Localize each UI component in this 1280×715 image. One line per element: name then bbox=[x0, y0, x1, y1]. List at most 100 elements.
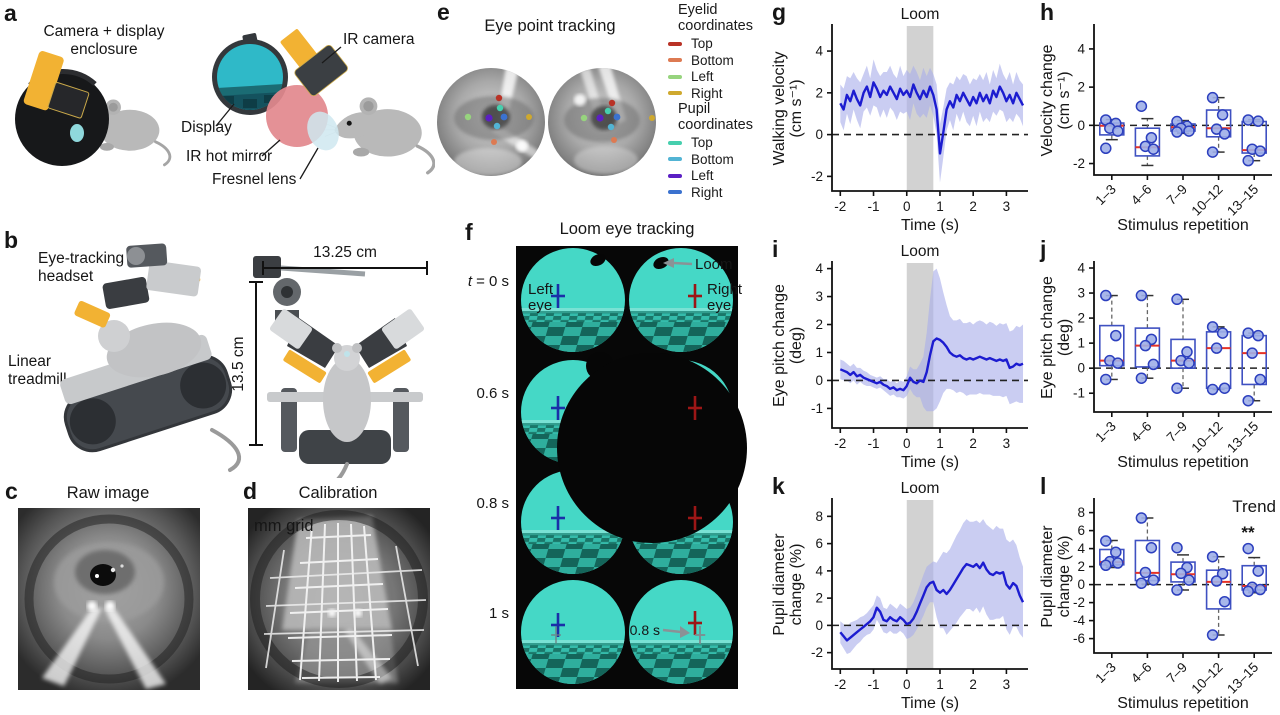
time-label-row3: 0.8 s bbox=[476, 495, 509, 512]
x-tick-label: 0 bbox=[903, 436, 911, 451]
data-point bbox=[1254, 583, 1266, 596]
data-point bbox=[1254, 145, 1266, 157]
x-axis-label: Stimulus repetition bbox=[1117, 695, 1249, 712]
panel-f-label: f bbox=[465, 219, 473, 245]
eyelid-right-point bbox=[526, 114, 532, 120]
loom-annotation-label: Loom bbox=[695, 256, 733, 273]
x-tick-label: -2 bbox=[834, 436, 846, 451]
x-tick-label: 2 bbox=[969, 436, 977, 451]
x-axis-label: Time (s) bbox=[901, 217, 959, 234]
mm-grid-label: mm grid bbox=[254, 517, 314, 535]
eyelid-top-point bbox=[608, 99, 616, 107]
left-eye-view-t1 bbox=[521, 580, 625, 684]
pupil-bottom-point bbox=[493, 122, 501, 130]
treadmill-label-line2: treadmill bbox=[8, 371, 67, 388]
x-axis-label: Time (s) bbox=[901, 454, 959, 471]
category-label: 4–6 bbox=[1128, 182, 1155, 209]
loom-label: Loom bbox=[901, 480, 940, 497]
y-tick-label: 1 bbox=[815, 345, 823, 360]
panel-label-h: h bbox=[1040, 0, 1054, 25]
y-tick-label: 0 bbox=[1077, 361, 1085, 376]
data-point bbox=[1145, 132, 1158, 144]
legend-item-eyelid-right: Right bbox=[668, 86, 776, 102]
panel-e-label: e bbox=[437, 0, 450, 25]
axes bbox=[831, 261, 1028, 429]
data-point bbox=[1216, 109, 1229, 121]
data-point bbox=[1210, 575, 1223, 587]
x-tick-label: 3 bbox=[1003, 199, 1011, 214]
data-point bbox=[1135, 577, 1148, 589]
ir-hot-mirror-label: IR hot mirror bbox=[186, 148, 272, 165]
panel-label-l: l bbox=[1040, 474, 1046, 499]
y-tick-label: -1 bbox=[811, 401, 823, 416]
data-point bbox=[1112, 557, 1124, 569]
y-tick-label: -2 bbox=[1073, 595, 1085, 610]
data-point bbox=[1171, 293, 1183, 306]
data-point bbox=[1135, 512, 1148, 524]
left-eye-tracking-points bbox=[464, 94, 532, 145]
left-eye-image bbox=[437, 68, 545, 176]
axes bbox=[1093, 261, 1272, 413]
left-eye-label-line1: Left bbox=[528, 281, 554, 298]
panel-f: f Loom eye tracking t = 0 s 0.6 s 0.8 s 1… bbox=[465, 219, 747, 689]
data-point bbox=[1135, 289, 1148, 302]
data-point bbox=[1206, 629, 1219, 641]
left-eye-label-line2: eye bbox=[528, 297, 552, 314]
category-label: 10–12 bbox=[1189, 419, 1226, 456]
data-point bbox=[1242, 114, 1254, 126]
data-point bbox=[1206, 91, 1219, 104]
x-tick-label: 2 bbox=[969, 677, 977, 692]
pupil-bottom-point bbox=[607, 123, 615, 131]
display-label: Display bbox=[181, 119, 232, 136]
axes bbox=[1093, 498, 1272, 654]
y-tick-label: 6 bbox=[815, 536, 823, 551]
legend-item-pupil-top: Top bbox=[668, 135, 776, 151]
pupil-top-point bbox=[496, 104, 504, 112]
category-label: 13–15 bbox=[1224, 419, 1261, 456]
time-label-row2: 0.6 s bbox=[476, 385, 509, 402]
data-point bbox=[1147, 358, 1160, 371]
y-tick-label: -4 bbox=[1073, 613, 1085, 628]
data-point bbox=[1252, 115, 1264, 127]
x-tick-label: -2 bbox=[834, 677, 846, 692]
y-axis-label: Eye pitch change(deg) bbox=[1039, 276, 1073, 399]
eyelid-bottom-point bbox=[611, 137, 617, 143]
y-tick-label: 2 bbox=[815, 85, 823, 100]
eyelid-top-point bbox=[495, 94, 503, 102]
y-tick-label: 8 bbox=[1077, 505, 1085, 520]
category-label: 7–9 bbox=[1164, 419, 1191, 446]
data-point bbox=[1100, 559, 1112, 571]
legend-item-eyelid-top: Top bbox=[668, 36, 776, 52]
width-measure-label: 13.25 cm bbox=[313, 244, 377, 261]
data-point bbox=[1171, 541, 1183, 554]
time-label-row1: t = 0 s bbox=[468, 273, 509, 290]
pupil-top-swatch bbox=[668, 140, 682, 145]
x-tick-label: -1 bbox=[868, 436, 880, 451]
coordinates-legend: Eyelid coordinates Top Bottom Left Right… bbox=[664, 2, 776, 201]
y-tick-label: 4 bbox=[1077, 41, 1085, 56]
enclosure-assembly bbox=[15, 51, 172, 167]
data-point bbox=[1110, 329, 1122, 342]
y-tick-label: 2 bbox=[1077, 311, 1085, 326]
data-point bbox=[1181, 346, 1193, 358]
mean-line bbox=[839, 81, 1025, 155]
calibration-title: Calibration bbox=[299, 484, 378, 502]
data-point bbox=[1242, 542, 1254, 555]
legend-item-eyelid-left: Left bbox=[668, 69, 776, 85]
data-point bbox=[1139, 339, 1152, 352]
data-point bbox=[1216, 327, 1229, 339]
data-point bbox=[1252, 565, 1264, 577]
data-point bbox=[1171, 584, 1183, 596]
eyelid-legend-title: Eyelid coordinates bbox=[678, 2, 753, 34]
loom-tracking-title: Loom eye tracking bbox=[560, 220, 695, 238]
axes bbox=[1093, 24, 1272, 176]
data-point bbox=[1171, 382, 1183, 394]
confidence-band bbox=[840, 268, 1024, 412]
panel-b-label: b bbox=[4, 227, 18, 253]
y-tick-label: 0 bbox=[815, 127, 823, 142]
y-tick-label: 0 bbox=[815, 618, 823, 633]
eyelid-left-point bbox=[464, 113, 472, 121]
data-point bbox=[1171, 126, 1183, 138]
